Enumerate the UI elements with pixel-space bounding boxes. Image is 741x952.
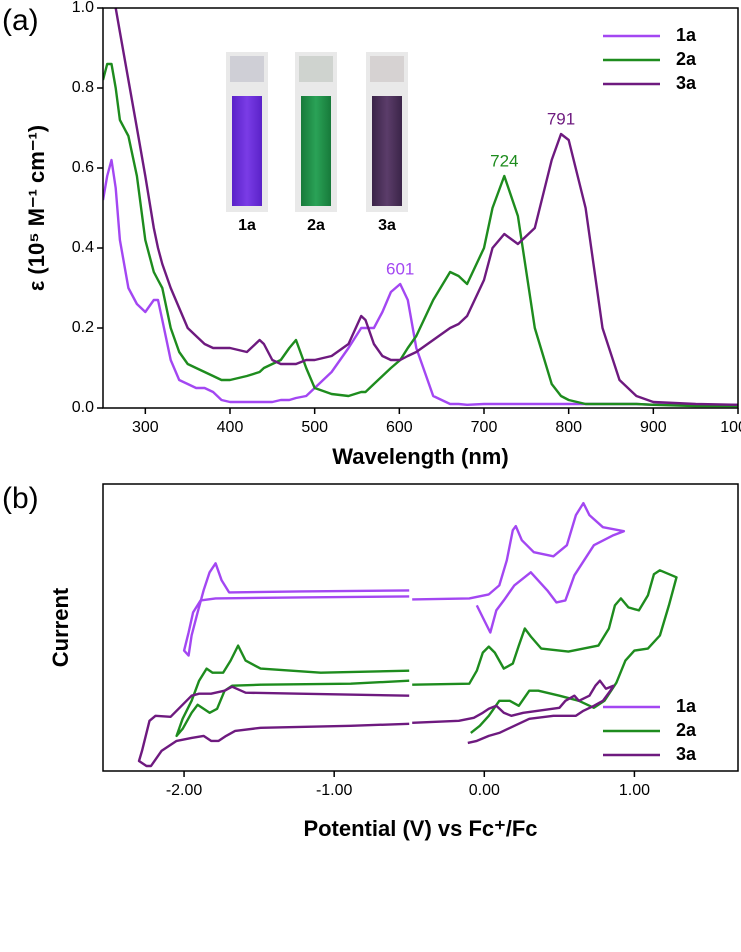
x-tick-label: 800 (555, 419, 582, 436)
data-line (182, 501, 626, 657)
x-tick-label: 0.00 (469, 782, 500, 799)
data-line (103, 62, 738, 408)
plot-frame (102, 483, 739, 772)
legend-label: 2a (676, 720, 697, 740)
legend-label: 3a (676, 744, 697, 764)
inset-label: 2a (307, 217, 325, 234)
inset-label: 3a (378, 217, 396, 234)
y-axis-title: Current (48, 587, 73, 667)
x-tick-label: 600 (386, 419, 413, 436)
y-tick-label: 0.4 (72, 239, 94, 256)
inset-photo: 1a 2a 3a (226, 52, 408, 234)
data-line (114, 8, 738, 406)
x-tick-label: 700 (471, 419, 498, 436)
y-tick-label: 0.6 (72, 159, 94, 176)
y-tick-label: 0.8 (72, 79, 94, 96)
y-tick-label: 1.0 (72, 0, 94, 16)
plot-frame (102, 7, 739, 409)
panel-label: (a) (2, 4, 39, 37)
x-axis-title: Potential (V) vs Fc⁺/Fc (303, 816, 537, 841)
x-tick-label: -1.00 (316, 782, 353, 799)
peak-label: 724 (490, 151, 518, 170)
legend-label: 1a (676, 25, 697, 45)
data-line (175, 569, 678, 738)
x-tick-label: 900 (640, 419, 667, 436)
y-axis-title: ε (10⁵ M⁻¹ cm⁻¹) (24, 125, 49, 291)
cuvette-cap (230, 56, 264, 82)
legend-label: 1a (676, 696, 697, 716)
x-tick-label: -2.00 (166, 782, 203, 799)
legend-label: 3a (676, 73, 697, 93)
x-axis-title: Wavelength (nm) (332, 444, 508, 469)
cuvette (232, 96, 262, 206)
cuvette-cap (370, 56, 404, 82)
x-tick-label: 1.00 (619, 782, 650, 799)
data-line (137, 679, 615, 768)
y-tick-label: 0.0 (72, 399, 94, 416)
x-tick-label: 300 (132, 419, 159, 436)
x-tick-label: 1000 (720, 419, 741, 436)
data-line (103, 158, 738, 406)
legend-label: 2a (676, 49, 697, 69)
x-tick-label: 400 (217, 419, 244, 436)
cuvette-cap (299, 56, 333, 82)
panel-label: (b) (2, 482, 39, 515)
cuvette (301, 96, 331, 206)
peak-label: 791 (547, 109, 575, 128)
inset-label: 1a (238, 217, 256, 234)
cuvette (372, 96, 402, 206)
y-tick-label: 0.2 (72, 319, 94, 336)
x-tick-label: 500 (301, 419, 328, 436)
peak-label: 601 (386, 259, 414, 278)
